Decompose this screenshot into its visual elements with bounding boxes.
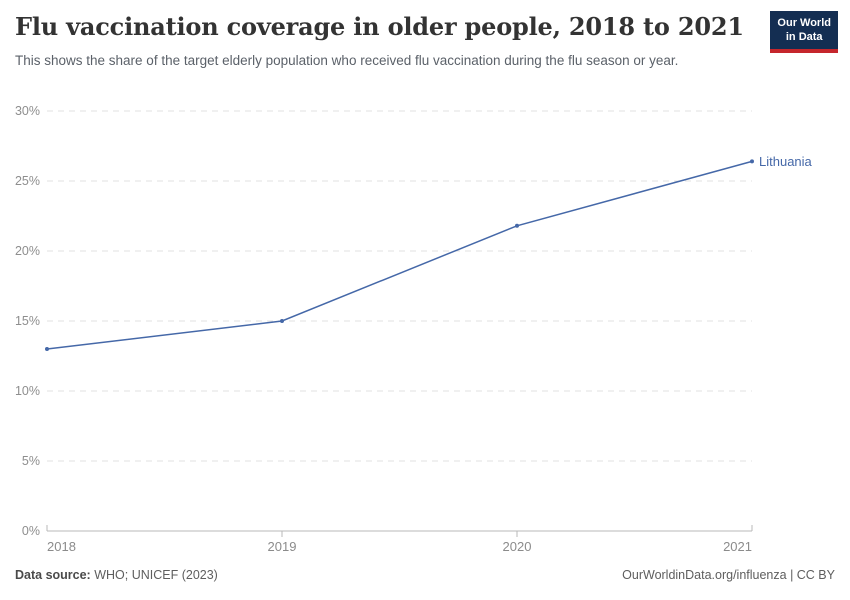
page-title: Flu vaccination coverage in older people… bbox=[15, 12, 744, 41]
data-source: Data source: WHO; UNICEF (2023) bbox=[15, 568, 218, 582]
gridlines bbox=[47, 110, 752, 462]
data-point[interactable] bbox=[45, 347, 49, 351]
y-axis-labels: 0% 5% 10% 15% 20% 25% 30% bbox=[15, 104, 40, 538]
data-point[interactable] bbox=[280, 319, 284, 323]
series-label-lithuania: Lithuania bbox=[759, 154, 813, 169]
chart-subtitle: This shows the share of the target elder… bbox=[15, 53, 679, 68]
data-point[interactable] bbox=[515, 223, 519, 228]
y-tick-label: 25% bbox=[15, 174, 40, 188]
y-tick-label: 0% bbox=[22, 524, 40, 538]
x-tick-label: 2019 bbox=[268, 539, 297, 554]
owid-logo-line1: Our World bbox=[777, 17, 831, 29]
y-tick-label: 10% bbox=[15, 384, 40, 398]
x-axis-labels: 2018 2019 2020 2021 bbox=[47, 539, 752, 554]
data-point[interactable] bbox=[750, 159, 754, 164]
owid-logo-line2: in Data bbox=[785, 31, 823, 44]
owid-logo[interactable]: Our World in Data bbox=[770, 11, 838, 53]
data-line-lithuania[interactable] bbox=[46, 160, 753, 350]
y-tick-label: 15% bbox=[15, 314, 40, 328]
x-tick-label: 2018 bbox=[47, 539, 76, 554]
x-axis bbox=[46, 525, 753, 537]
owid-url-link[interactable]: OurWorldinData.org/influenza | CC BY bbox=[622, 568, 835, 582]
y-tick-label: 30% bbox=[15, 104, 40, 118]
x-tick-label: 2020 bbox=[503, 539, 532, 554]
data-source-value: WHO; UNICEF (2023) bbox=[94, 568, 218, 582]
y-tick-label: 20% bbox=[15, 244, 40, 258]
chart-footer: Data source: WHO; UNICEF (2023) OurWorld… bbox=[15, 568, 835, 582]
y-tick-label: 5% bbox=[22, 454, 40, 468]
data-source-label: Data source: bbox=[15, 568, 91, 582]
x-tick-label: 2021 bbox=[723, 539, 752, 554]
